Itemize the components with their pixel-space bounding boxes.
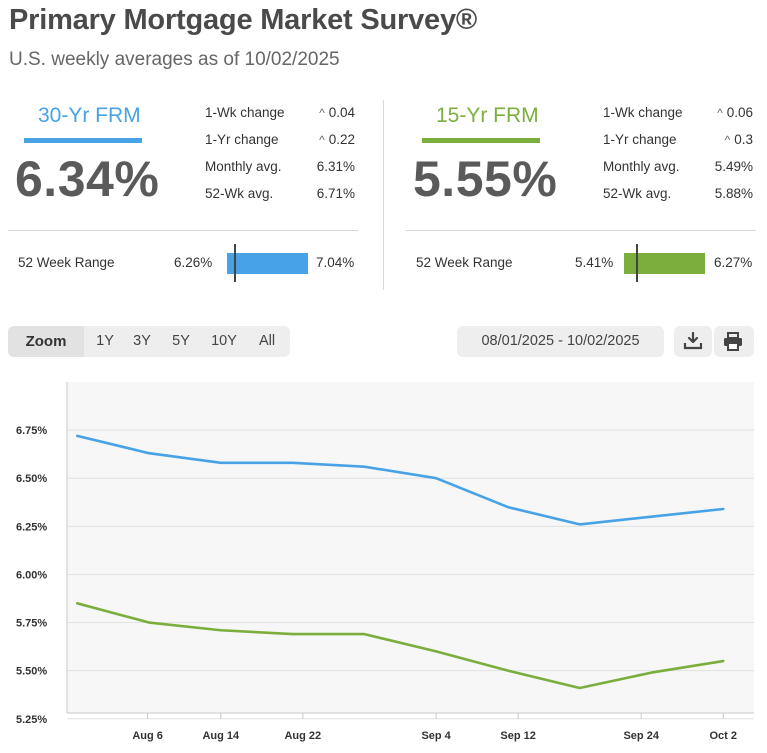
x-tick-label: Sep 24 — [623, 730, 659, 742]
x-tick-label: Aug 22 — [284, 730, 321, 742]
range-label: 52 Week Range — [416, 255, 513, 270]
stat-row: 52-Wk avg. 5.88% — [603, 186, 753, 213]
rate-panel-15yr: 15-Yr FRM 5.55% 1-Wk change ^ 0.06 1-Yr c… — [406, 100, 756, 290]
range-min: 5.41% — [575, 255, 614, 270]
y-tick-label: 6.50% — [16, 473, 47, 485]
page-subtitle: U.S. weekly averages as of 10/02/2025 — [9, 49, 340, 70]
range-current-marker — [234, 244, 237, 282]
plot-area — [67, 382, 754, 713]
rate-underline-30yr — [24, 138, 142, 143]
zoom-3y-button[interactable]: 3Y — [133, 333, 151, 349]
stat-label: 1-Yr change — [603, 132, 677, 147]
zoom-5y-button[interactable]: 5Y — [172, 333, 190, 349]
caret-up-icon: ^ — [717, 106, 723, 120]
x-tick-label: Oct 2 — [709, 730, 737, 742]
stat-row: 1-Wk change ^ 0.04 — [205, 105, 355, 132]
rate-stats-30yr: 1-Wk change ^ 0.04 1-Yr change ^ 0.22 Mont… — [205, 105, 355, 213]
zoom-all-button[interactable]: All — [258, 333, 276, 349]
stat-label: Monthly avg. — [205, 159, 282, 174]
series-line-15yr — [75, 602, 725, 690]
stat-value: 6.71% — [316, 186, 355, 201]
range-min: 6.26% — [174, 255, 213, 270]
range-max: 6.27% — [714, 255, 753, 270]
caret-up-icon: ^ — [724, 133, 731, 147]
y-tick-label: 6.25% — [16, 521, 47, 533]
download-button[interactable] — [674, 326, 712, 357]
rate-underline-15yr — [422, 138, 540, 143]
stat-value: ^ 0.3 — [724, 132, 753, 147]
stat-value: 5.88% — [714, 186, 753, 201]
x-tick-label: Sep 4 — [421, 730, 451, 742]
range-divider — [8, 230, 358, 231]
page-title: Primary Mortgage Market Survey® — [9, 4, 478, 36]
stat-label: 1-Wk change — [205, 105, 285, 120]
y-tick-label: 5.50% — [16, 666, 47, 678]
stat-row: 1-Yr change ^ 0.3 — [603, 132, 753, 159]
rate-name-30yr: 30-Yr FRM — [38, 104, 141, 127]
print-button[interactable] — [714, 326, 754, 357]
stat-row: 52-Wk avg. 6.71% — [205, 186, 355, 213]
stat-label: 1-Wk change — [603, 105, 683, 120]
rate-value-30yr: 6.34% — [15, 151, 160, 207]
rate-stats-15yr: 1-Wk change ^ 0.06 1-Yr change ^ 0.3 Month… — [603, 105, 753, 213]
zoom-10y-button[interactable]: 10Y — [211, 333, 237, 349]
stat-value: ^ 0.04 — [319, 105, 355, 120]
rate-name-15yr: 15-Yr FRM — [436, 104, 539, 127]
stat-row: Monthly avg. 6.31% — [205, 159, 355, 186]
y-tick-label: 6.00% — [16, 569, 47, 581]
range-label: 52 Week Range — [18, 255, 115, 270]
range-max: 7.04% — [316, 255, 355, 270]
stat-label: 52-Wk avg. — [603, 186, 672, 201]
range-bar-15yr — [624, 253, 705, 274]
stat-value: 6.31% — [316, 159, 355, 174]
stat-label: 52-Wk avg. — [205, 186, 274, 201]
y-tick-label: 5.25% — [16, 714, 47, 726]
date-range-field[interactable]: 08/01/2025 - 10/02/2025 — [457, 326, 664, 357]
print-icon — [724, 332, 742, 351]
stat-row: Monthly avg. 5.49% — [603, 159, 753, 186]
stat-value: 5.49% — [714, 159, 753, 174]
stat-value: ^ 0.22 — [319, 132, 355, 147]
rate-value-15yr: 5.55% — [413, 151, 558, 207]
y-tick-label: 6.75% — [16, 425, 47, 437]
rate-line-chart: 5.25% 5.50% 5.75% 6.00% 6.25% 6.50% 6.75% Aug 6… — [16, 382, 754, 742]
series-line-30yr — [75, 434, 725, 526]
range-divider — [406, 230, 756, 231]
x-tick-label: Aug 6 — [132, 730, 163, 742]
stat-value: ^ 0.06 — [717, 105, 753, 120]
x-tick-label: Aug 14 — [202, 730, 240, 742]
stat-label: Monthly avg. — [603, 159, 680, 174]
rate-panel-30yr: 30-Yr FRM 6.34% 1-Wk change ^ 0.04 1-Yr c… — [8, 100, 358, 290]
caret-up-icon: ^ — [319, 106, 325, 120]
zoom-label: Zoom — [8, 326, 84, 357]
download-icon — [683, 332, 703, 350]
range-current-marker — [635, 244, 638, 282]
caret-up-icon: ^ — [319, 133, 325, 147]
zoom-1y-button[interactable]: 1Y — [96, 333, 114, 349]
y-tick-label: 5.75% — [16, 618, 47, 630]
zoom-control: Zoom 1Y 3Y 5Y 10Y All — [8, 326, 290, 357]
range-bar-30yr — [227, 253, 308, 274]
stat-label: 1-Yr change — [205, 132, 279, 147]
stat-row: 1-Wk change ^ 0.06 — [603, 105, 753, 132]
stat-row: 1-Yr change ^ 0.22 — [205, 132, 355, 159]
x-tick-label: Sep 12 — [500, 730, 535, 742]
panel-divider — [383, 100, 384, 290]
